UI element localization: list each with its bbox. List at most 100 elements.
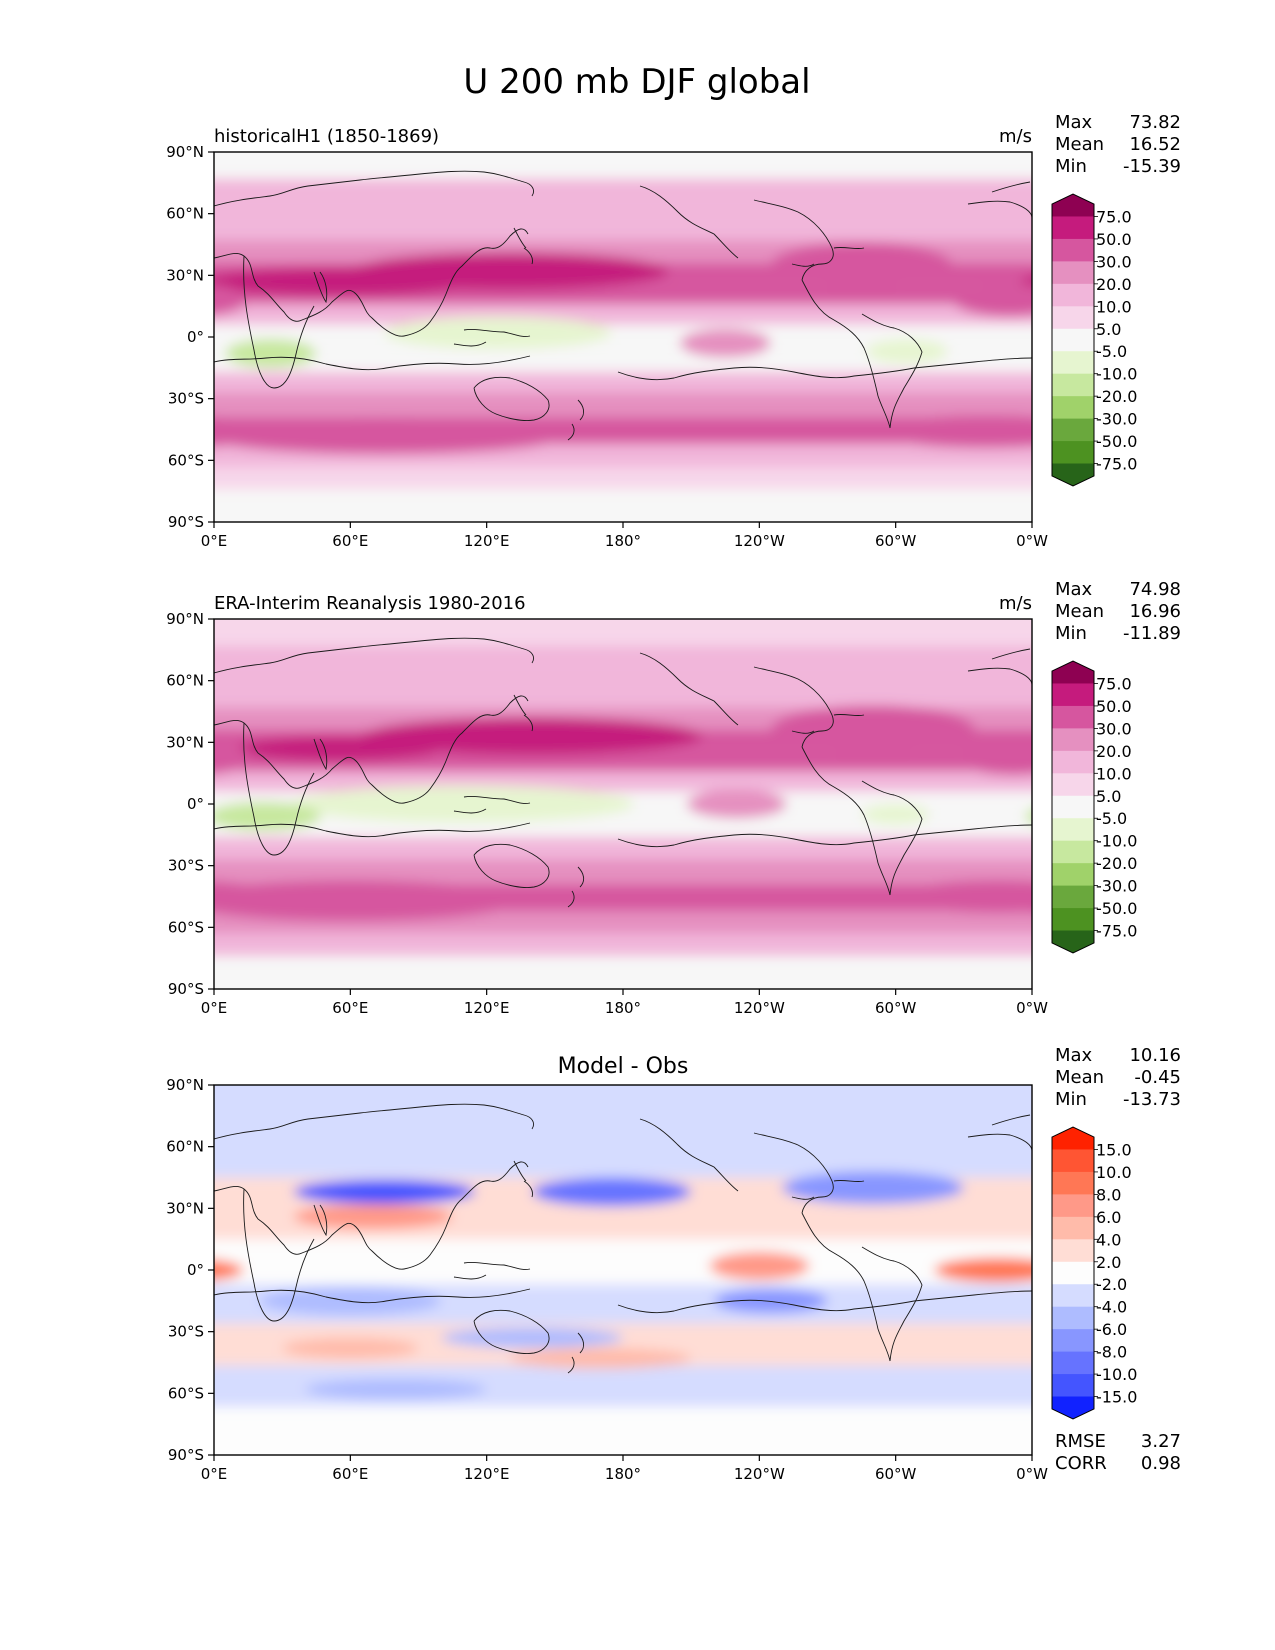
colorbar-extend-bottom	[1052, 463, 1094, 486]
colorbar-swatch	[1052, 863, 1094, 887]
contour-blob	[679, 328, 771, 358]
colorbar: 15.0 10.0 8.0 6.0 4.0 2.0 -2.0 -4.0 -6.0 -8.0 -10.…	[1051, 1126, 1137, 1420]
zonal-band	[214, 956, 1032, 989]
zonal-band	[214, 349, 1032, 372]
map-field	[214, 619, 1032, 989]
y-tick-label: 30°N	[166, 733, 204, 751]
x-tick-label: 120°W	[734, 1465, 785, 1483]
x-tick-label: 60°W	[875, 1465, 917, 1483]
colorbar-extend-bottom	[1052, 1396, 1094, 1419]
colorbar: 75.0 50.0 30.0 20.0 10.0 5.0 -5.0 -10.0 -20.0 -30…	[1051, 660, 1137, 954]
y-tick-label: 30°S	[168, 390, 204, 408]
colorbar-label: 75.0	[1096, 207, 1132, 226]
y-tick-label: 90°N	[166, 1076, 204, 1094]
colorbar-label: -8.0	[1096, 1343, 1127, 1362]
y-tick-label: 90°S	[168, 513, 204, 531]
x-tick-label: 60°W	[875, 532, 917, 550]
contour-blob	[866, 339, 948, 364]
y-tick-label: 60°N	[166, 672, 204, 690]
y-tick-label: 60°S	[168, 451, 204, 469]
stat-label: Max	[1055, 1045, 1093, 1066]
colorbar-label: -30.0	[1096, 877, 1137, 896]
contour-blob	[770, 242, 953, 288]
panel-reference: ERA-Interim Reanalysis 1980-2016 m/s Max 74…	[166, 579, 1181, 1017]
contour-blob	[214, 417, 567, 455]
colorbar-extend-top	[1052, 1127, 1094, 1150]
x-tick-label: 120°E	[464, 999, 510, 1017]
colorbar-swatch	[1052, 885, 1094, 909]
zonal-band	[214, 178, 1032, 212]
colorbar-label: -20.0	[1096, 854, 1137, 873]
colorbar-swatch	[1052, 683, 1094, 707]
colorbar-swatch	[1052, 1171, 1094, 1195]
colorbar-label: -4.0	[1096, 1298, 1127, 1317]
colorbar-swatch	[1052, 1351, 1094, 1375]
colorbar-swatch	[1052, 373, 1094, 397]
colorbar-swatch	[1052, 238, 1094, 262]
stat-label: Max	[1055, 112, 1093, 133]
colorbar-label: -15.0	[1096, 1388, 1137, 1407]
colorbar-swatch	[1052, 818, 1094, 842]
colorbar-label: -6.0	[1096, 1320, 1127, 1339]
x-tick-label: 120°W	[734, 532, 785, 550]
zonal-band	[214, 752, 1032, 772]
colorbar-swatch	[1052, 351, 1094, 375]
colorbar-extend-bottom	[1052, 930, 1094, 953]
colorbar-swatch	[1052, 705, 1094, 729]
colorbar-swatch	[1052, 216, 1094, 240]
zonal-band	[214, 211, 1032, 241]
metric-value: 0.98	[1141, 1453, 1181, 1474]
contour-blob	[259, 1286, 442, 1316]
contour-blob	[713, 1288, 828, 1314]
colorbar-swatch	[1052, 328, 1094, 352]
colorbar-swatch	[1052, 441, 1094, 465]
contour-blob	[709, 1251, 810, 1281]
contour-blob	[686, 789, 787, 819]
map-field	[214, 1085, 1032, 1455]
colorbar-label: 30.0	[1096, 719, 1132, 738]
stat-value: -13.73	[1123, 1089, 1181, 1110]
x-tick-label: 0°W	[1016, 532, 1048, 550]
colorbar-label: -50.0	[1096, 899, 1137, 918]
zonal-band	[214, 1239, 1032, 1285]
y-tick-label: 0°	[187, 795, 204, 813]
colorbar-outline	[1051, 660, 1095, 954]
colorbar-label: 50.0	[1096, 230, 1132, 249]
contour-blob	[441, 1327, 623, 1349]
contour-blob	[559, 1210, 687, 1227]
stat-value: -15.39	[1123, 156, 1181, 177]
colorbar-label: 30.0	[1096, 252, 1132, 271]
colorbar-swatch	[1052, 1329, 1094, 1353]
colorbar-label: 10.0	[1096, 764, 1132, 783]
contour-blob	[225, 339, 317, 368]
colorbar-label: -50.0	[1096, 432, 1137, 451]
panel-test: historicalH1 (1850-1869) m/s Max 73.82 Mean 1…	[166, 112, 1181, 550]
x-tick-label: 120°E	[464, 1465, 510, 1483]
colorbar-label: -10.0	[1096, 365, 1137, 384]
contour-blob	[214, 880, 521, 922]
y-tick-label: 30°S	[168, 1323, 204, 1341]
zonal-band	[214, 619, 1032, 646]
zonal-band	[214, 771, 1032, 792]
panel-title: ERA-Interim Reanalysis 1980-2016	[214, 593, 526, 614]
zonal-band	[214, 836, 1032, 860]
colorbar-label: -30.0	[1096, 410, 1137, 429]
colorbar-label: 50.0	[1096, 697, 1132, 716]
contour-blob	[872, 415, 1032, 448]
x-tick-label: 0°E	[201, 999, 228, 1017]
zonal-band	[214, 1085, 1032, 1178]
map-field	[214, 152, 1032, 522]
colorbar-outline	[1051, 193, 1095, 487]
panel-title: historicalH1 (1850-1869)	[214, 126, 439, 147]
colorbar-label: 15.0	[1096, 1140, 1132, 1159]
colorbar-swatch	[1052, 1261, 1094, 1285]
units-label: m/s	[999, 126, 1032, 147]
x-tick-label: 180°	[605, 1465, 641, 1483]
colorbar-label: 10.0	[1096, 1163, 1132, 1182]
y-tick-label: 90°N	[166, 610, 204, 628]
zonal-band	[214, 392, 1032, 418]
x-tick-label: 60°E	[332, 1465, 368, 1483]
contour-blob	[895, 880, 1032, 913]
stat-value: 16.96	[1129, 601, 1181, 622]
